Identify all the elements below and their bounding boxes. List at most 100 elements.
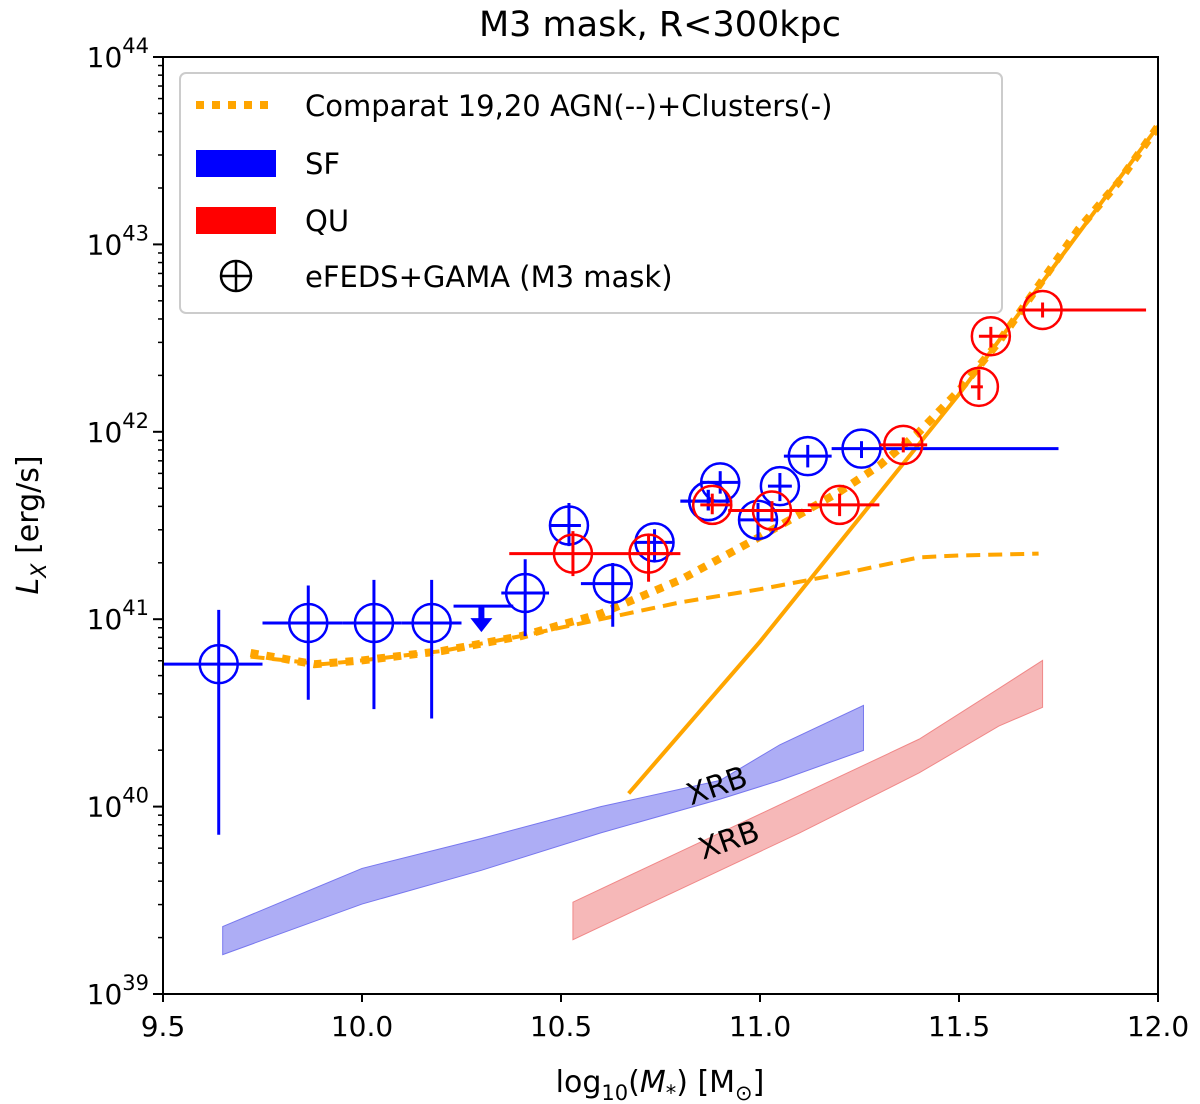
qu-point-5-marker — [883, 424, 924, 466]
y-label-sub: X — [27, 563, 51, 579]
qu-point-4-marker — [819, 484, 860, 526]
xrb-band-qu — [572, 659, 1044, 941]
sf-point-4 — [501, 559, 550, 637]
y-tick-label-5: 1044 — [87, 34, 149, 74]
plot-frame — [162, 56, 1159, 995]
y-axis-label: LX [erg/s] — [11, 455, 51, 594]
legend-marker-label: eFEDS+GAMA (M3 mask) — [305, 260, 673, 294]
y-tick-label-1: 1040 — [87, 784, 149, 824]
legend: Comparat 19,20 AGN(--)+Clusters(-) SF QU… — [179, 72, 1003, 314]
x-tick-label-3: 11.0 — [729, 1010, 791, 1043]
legend-box — [179, 72, 1003, 314]
qu-point-2 — [691, 484, 733, 526]
sf-point-3-marker — [411, 602, 452, 644]
legend-model-label: Comparat 19,20 AGN(--)+Clusters(-) — [305, 89, 832, 123]
y-tick-base-3: 10 — [87, 416, 123, 449]
x-label-log: log — [556, 1065, 602, 1100]
y-tick-exp-3: 42 — [122, 409, 149, 433]
sf-point-2-marker — [353, 602, 395, 644]
qu-point-6-marker — [958, 366, 1000, 408]
x-label-sub: 10 — [601, 1081, 628, 1104]
qu-point-4 — [807, 484, 880, 526]
x-tick-label-4: 11.5 — [928, 1010, 990, 1043]
y-tick-exp-1: 40 — [122, 784, 149, 808]
qu-point-0-marker — [552, 533, 594, 574]
xrb-band-sf — [222, 704, 864, 956]
svg-text:log10(M*) [M⊙]: log10(M*) [M⊙] — [556, 1065, 765, 1104]
sf-point-0-marker — [198, 643, 239, 685]
y-tick-base-5: 10 — [87, 41, 123, 74]
xrb-bands — [222, 659, 1044, 956]
legend-sf-label: SF — [305, 147, 340, 181]
x-tick-label-5: 12.0 — [1127, 1010, 1189, 1043]
sf-point-13-marker — [841, 428, 882, 469]
sf-point-13 — [831, 428, 1059, 469]
sf-point-4-marker — [504, 572, 546, 614]
sf-point-0 — [163, 609, 263, 835]
qu-point-7 — [970, 315, 1012, 357]
x-tick-label-0: 9.5 — [141, 1010, 186, 1043]
y-tick-exp-5: 44 — [122, 34, 149, 58]
y-tick-base-2: 10 — [87, 603, 123, 636]
model-total-line — [249, 124, 1158, 669]
sf-point-12-marker — [787, 435, 829, 477]
x-tick-label-1: 10.0 — [331, 1010, 393, 1043]
sf-point-5-marker — [548, 505, 590, 546]
qu-point-7-marker — [970, 315, 1012, 357]
qu-point-1-marker — [628, 533, 669, 574]
y-tick-label-3: 1042 — [87, 409, 149, 449]
svg-text:LX [erg/s]: LX [erg/s] — [11, 455, 51, 594]
sf-point-7-marker — [634, 522, 675, 563]
sf-point-11-marker — [759, 465, 801, 507]
qu-point-8 — [1018, 289, 1147, 331]
data-points — [163, 289, 1147, 835]
y-tick-label-0: 1039 — [87, 971, 149, 1011]
sf-point-5 — [548, 503, 590, 547]
x-axis: 9.5 10.0 10.5 11.0 11.5 12.0 — [141, 994, 1189, 1043]
qu-point-5 — [879, 424, 928, 466]
sf-upper-limit — [453, 604, 514, 633]
qu-point-6 — [958, 366, 1000, 408]
y-tick-base-1: 10 — [87, 791, 123, 824]
model-lines — [249, 124, 1158, 795]
qu-point-1 — [628, 533, 673, 582]
sf-point-1-marker — [288, 602, 329, 644]
qu-point-3 — [728, 490, 812, 531]
sf-point-6-marker — [592, 563, 633, 604]
x-label-close: ] — [753, 1065, 765, 1100]
sf-point-11 — [759, 465, 801, 507]
y-tick-label-4: 1043 — [87, 221, 149, 261]
qu-point-8-marker — [1022, 289, 1063, 331]
y-tick-label-2: 1041 — [87, 596, 149, 636]
xrb-label-0: XRB — [682, 760, 752, 813]
chart-title: M3 mask, R<300kpc — [479, 5, 841, 45]
y-tick-exp-2: 41 — [122, 596, 149, 620]
x-label-open: ( — [628, 1065, 640, 1100]
y-tick-exp-4: 43 — [122, 221, 149, 245]
x-label-sun: ⊙ — [735, 1081, 753, 1104]
legend-sf-swatch — [196, 150, 276, 177]
y-label-unit: [erg/s] — [11, 455, 46, 563]
y-tick-exp-0: 39 — [122, 971, 149, 995]
y-tick-base-4: 10 — [87, 228, 123, 261]
x-axis-label: log10(M*) [M⊙] — [556, 1065, 765, 1104]
x-label-unit: ) [M — [676, 1065, 735, 1100]
y-tick-base-0: 10 — [87, 978, 123, 1011]
x-label-star: * — [666, 1081, 677, 1104]
sf-point-12 — [783, 435, 832, 477]
legend-marker-swatch — [219, 259, 253, 293]
sf-point-1 — [262, 585, 343, 700]
qu-point-3-marker — [751, 490, 793, 531]
sf-point-3 — [401, 579, 462, 719]
sf-point-10-marker — [737, 499, 779, 541]
sf-point-6 — [580, 562, 633, 627]
x-label-m: M — [640, 1065, 666, 1100]
sf-point-2 — [342, 579, 402, 710]
sf-point-14 — [680, 480, 733, 522]
model-agn-line — [250, 551, 1039, 667]
legend-qu-swatch — [196, 207, 276, 234]
sf-point-14-marker — [688, 480, 729, 522]
legend-qu-label: QU — [305, 204, 349, 238]
